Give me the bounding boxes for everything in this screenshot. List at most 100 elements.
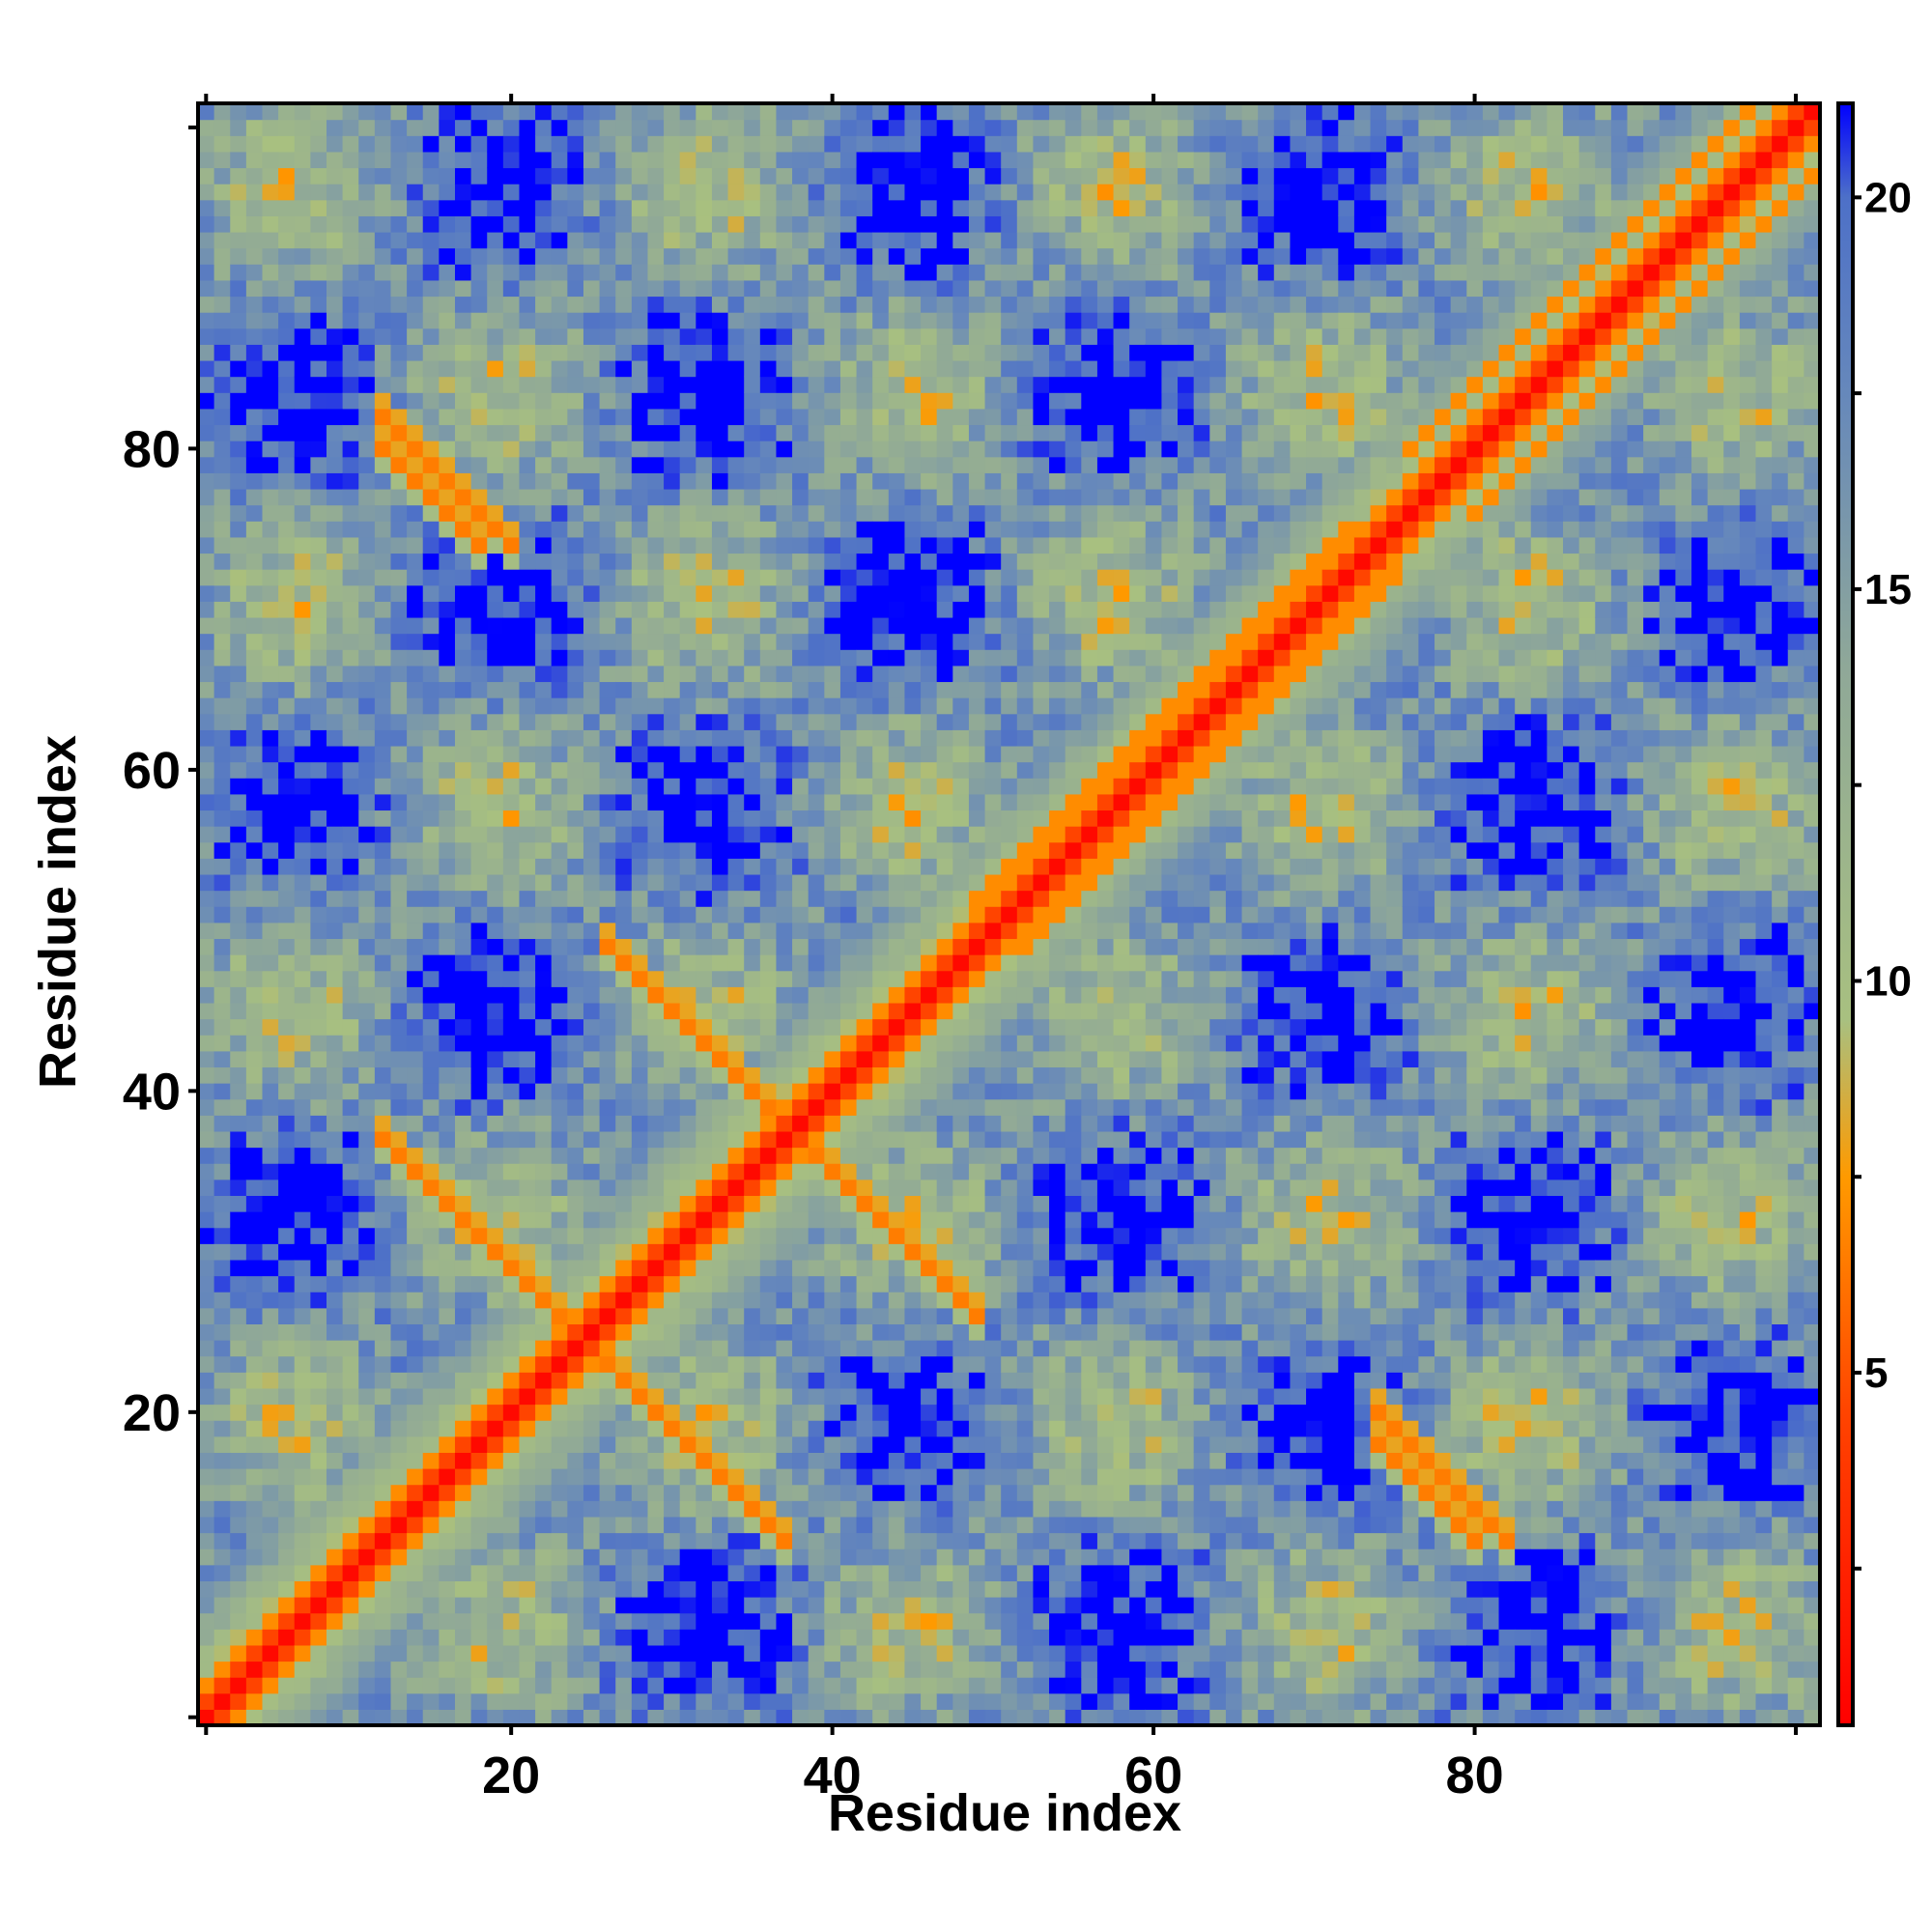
heatmap-cell (744, 1548, 761, 1566)
heatmap-cell (245, 1692, 264, 1710)
heatmap-cell (502, 584, 521, 602)
heatmap-cell (422, 135, 440, 153)
heatmap-cell (888, 1292, 906, 1309)
heatmap-cell (952, 1292, 970, 1309)
heatmap-cell (310, 1211, 327, 1229)
heatmap-cell (487, 1147, 504, 1164)
heatmap-cell (664, 344, 681, 361)
heatmap-cell (551, 1323, 568, 1341)
heatmap-cell (487, 1661, 504, 1678)
heatmap-cell (535, 906, 553, 923)
heatmap-cell (294, 810, 311, 827)
heatmap-cell (888, 521, 906, 538)
heatmap-cell (567, 713, 584, 730)
heatmap-cell (262, 778, 279, 795)
heatmap-cell (824, 1179, 841, 1197)
heatmap-cell (647, 1098, 665, 1116)
heatmap-cell (582, 1452, 601, 1469)
heatmap-cell (599, 103, 616, 121)
heatmap-cell (696, 424, 713, 441)
heatmap-cell (230, 264, 247, 281)
heatmap-cell (679, 810, 696, 827)
heatmap-cell (294, 970, 311, 987)
heatmap-cell (952, 536, 970, 554)
heatmap-cell (262, 456, 279, 473)
heatmap-cell (535, 119, 553, 136)
heatmap-cell (213, 1050, 231, 1068)
heatmap-cell (936, 697, 953, 715)
heatmap-cell (696, 1163, 713, 1180)
heatmap-cell (422, 119, 440, 136)
heatmap-cell (230, 504, 247, 522)
heatmap-cell (470, 841, 488, 859)
heatmap-cell (198, 713, 215, 730)
heatmap-cell (679, 184, 696, 201)
heatmap-cell (856, 1227, 873, 1244)
heatmap-cell (824, 1147, 841, 1164)
heatmap-cell (744, 681, 761, 698)
heatmap-cell (696, 761, 713, 779)
heatmap-cell (245, 841, 264, 859)
heatmap-cell (198, 1275, 215, 1293)
heatmap-cell (454, 1564, 472, 1581)
heatmap-cell (615, 1163, 633, 1180)
heatmap-cell (567, 1179, 584, 1197)
heatmap-cell (631, 231, 649, 249)
heatmap-cell (519, 392, 536, 410)
heatmap-cell (647, 1644, 665, 1662)
heatmap-cell (278, 713, 296, 730)
heatmap-cell (824, 1500, 841, 1518)
heatmap-cell (664, 1372, 681, 1389)
heatmap-cell (968, 858, 986, 875)
heatmap-cell (952, 456, 970, 473)
heatmap-cell (487, 1195, 504, 1212)
heatmap-cell (824, 1035, 841, 1052)
heatmap-cell (582, 1211, 601, 1229)
heatmap-cell (582, 649, 601, 667)
heatmap-cell (936, 890, 953, 907)
heatmap-cell (407, 135, 424, 153)
heatmap-cell (278, 215, 296, 233)
heatmap-cell (872, 247, 890, 265)
heatmap-cell (679, 264, 696, 281)
heatmap-cell (631, 793, 649, 811)
heatmap-cell (326, 151, 344, 169)
heatmap-cell (262, 1018, 279, 1036)
heatmap-cell (599, 279, 616, 298)
heatmap-cell (759, 184, 778, 201)
heatmap-cell (294, 601, 311, 618)
heatmap-cell (502, 1050, 521, 1068)
heatmap-cell (888, 119, 906, 136)
heatmap-cell (599, 376, 616, 393)
heatmap-cell (856, 616, 873, 635)
heatmap-cell (647, 954, 665, 972)
heatmap-cell (551, 601, 568, 618)
heatmap-cell (567, 424, 584, 441)
heatmap-cell (631, 1227, 649, 1244)
heatmap-cell (904, 761, 922, 779)
heatmap-cell (213, 681, 231, 698)
heatmap-cell (615, 1564, 633, 1581)
heatmap-cell (921, 649, 938, 667)
heatmap-cell (647, 1420, 665, 1437)
heatmap-cell (808, 1355, 825, 1373)
heatmap-cell (519, 1420, 536, 1437)
heatmap-cell (599, 296, 616, 313)
heatmap-cell (535, 890, 553, 907)
heatmap-cell (230, 873, 247, 892)
heatmap-cell (888, 1372, 906, 1389)
heatmap-cell (936, 858, 953, 875)
heatmap-cell (727, 1307, 745, 1324)
heatmap-cell (422, 697, 440, 715)
heatmap-cell (599, 1484, 616, 1501)
heatmap-cell (696, 1404, 713, 1421)
heatmap-cell (198, 1323, 215, 1341)
heatmap-cell (856, 1035, 873, 1052)
heatmap-cell (262, 1597, 279, 1614)
heatmap-cell (326, 1435, 344, 1453)
heatmap-cell (936, 1420, 953, 1437)
heatmap-cell (968, 1355, 986, 1373)
heatmap-cell (599, 440, 616, 458)
heatmap-cell (358, 1468, 376, 1486)
heatmap-cell (727, 1227, 745, 1244)
